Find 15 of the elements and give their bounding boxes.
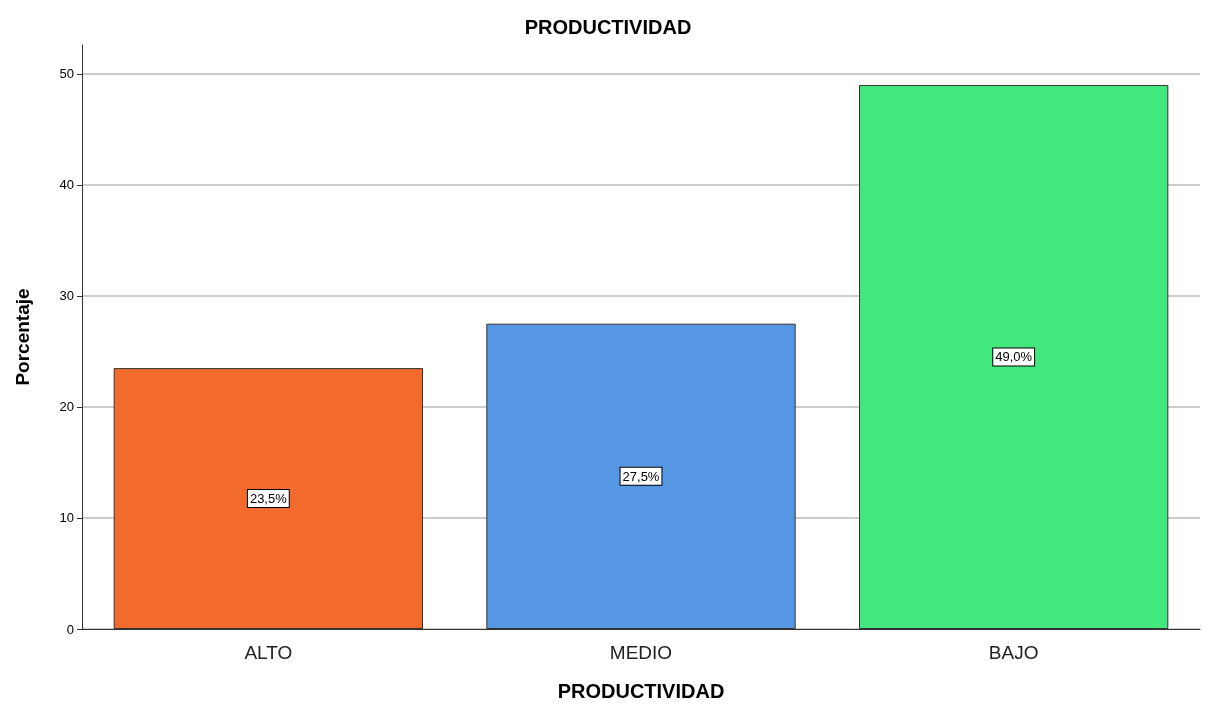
y-tick-label: 30	[59, 288, 74, 304]
x-tick-label: ALTO	[244, 642, 293, 663]
y-tick-label: 10	[59, 510, 74, 526]
data-label: 27,5%	[622, 468, 660, 484]
chart-title: PRODUCTIVIDAD	[524, 16, 692, 38]
y-tick-label: 20	[59, 399, 74, 415]
x-axis-title: PRODUCTIVIDAD	[557, 680, 725, 702]
y-tick-label: 0	[66, 621, 74, 637]
data-label: 49,0%	[995, 349, 1033, 365]
x-tick-label: BAJO	[988, 642, 1039, 663]
data-label: 23,5%	[249, 491, 288, 507]
y-tick-label: 50	[59, 66, 74, 82]
y-tick-label: 40	[59, 177, 74, 193]
y-axis-title: Porcentaje	[12, 288, 33, 386]
x-tick-label: MEDIO	[609, 642, 673, 663]
